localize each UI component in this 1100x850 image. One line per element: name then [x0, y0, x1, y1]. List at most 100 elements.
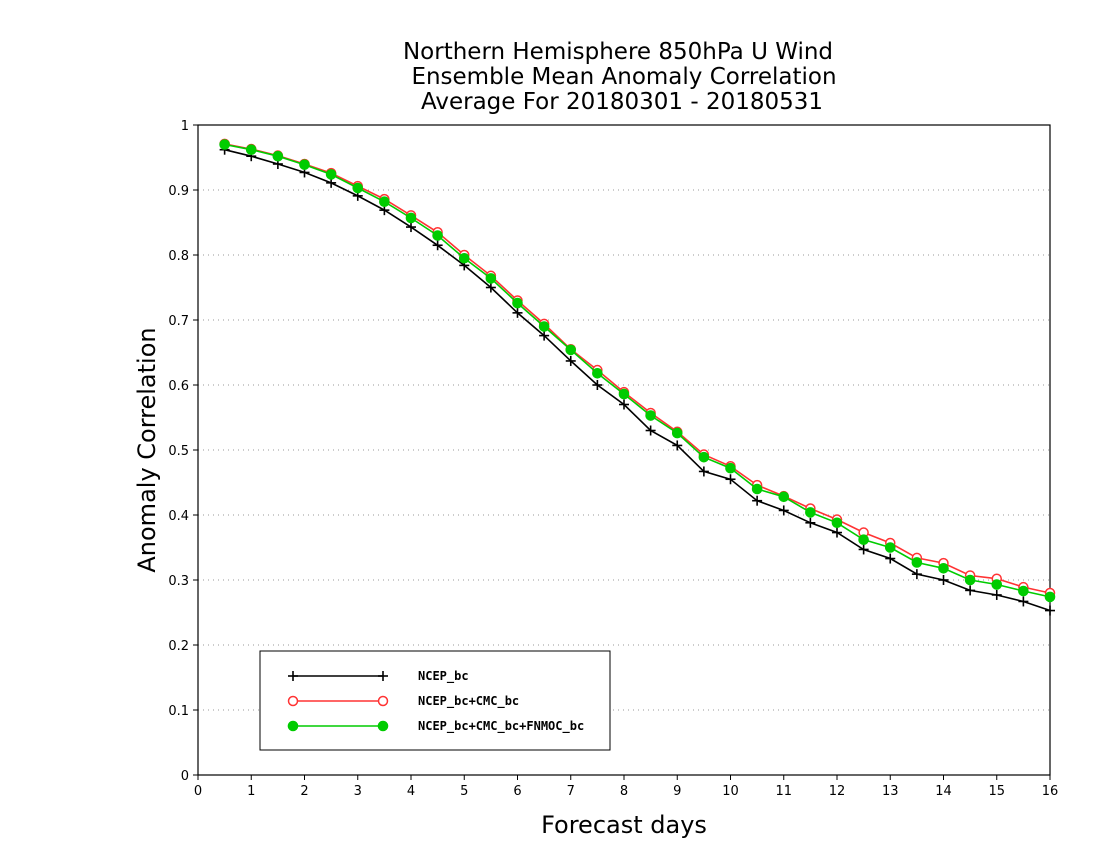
data-point: [672, 440, 683, 451]
x-tick-label: 11: [775, 784, 792, 799]
data-point: [884, 542, 896, 553]
data-point: [1045, 605, 1055, 616]
legend-marker: [287, 695, 299, 707]
data-point: [698, 466, 709, 477]
legend-item-2: NCEP_bc+CMC_bc+FNMOC_bc: [287, 719, 584, 734]
data-point: [299, 159, 310, 170]
y-tick-label: 0.3: [168, 574, 189, 589]
data-point: [592, 368, 603, 379]
x-tick-label: 8: [620, 784, 628, 799]
x-tick-label: 10: [722, 784, 739, 799]
x-tick-label: 9: [673, 784, 681, 799]
data-point: [938, 575, 949, 585]
y-tick-label: 0.9: [168, 184, 189, 199]
data-point: [911, 569, 922, 580]
legend-marker: [377, 695, 389, 707]
data-point: [964, 574, 976, 586]
data-point: [352, 182, 364, 194]
x-tick-label: 4: [407, 784, 415, 799]
x-axis: 0 1 2 3 4 5 6 7 8 9 10 11 12 13 14 15 16: [194, 775, 1058, 799]
data-point: [858, 544, 869, 555]
y-tick-label: 1: [181, 119, 189, 134]
data-point: [219, 139, 230, 150]
data-point: [565, 355, 576, 366]
data-point: [512, 297, 523, 309]
grid: [198, 189, 1050, 711]
y-tick-label: 0.4: [168, 509, 189, 524]
data-point: [991, 579, 1003, 590]
data-point: [778, 491, 790, 503]
data-point: [938, 563, 949, 574]
y-tick-label: 0.5: [168, 444, 189, 459]
data-point: [565, 344, 577, 356]
data-point: [911, 557, 923, 568]
data-point: [645, 410, 656, 421]
data-point: [752, 495, 763, 506]
y-tick-label: 0: [181, 769, 189, 784]
data-point: [432, 230, 443, 241]
series-line: [224, 143, 1051, 594]
y-tick-label: 0.8: [168, 249, 189, 264]
data-point: [432, 240, 443, 251]
legend-marker: [377, 720, 389, 732]
x-tick-label: 12: [829, 784, 846, 799]
legend: NCEP_bc NCEP_bc+CMC_bc NCEP_bc+CMC_bc+FNMO…: [259, 650, 611, 751]
title-line-1: Northern Hemisphere 850hPa U Wind: [403, 39, 833, 65]
data-point: [645, 425, 656, 436]
data-point: [485, 273, 497, 284]
data-point: [325, 169, 337, 180]
data-point: [619, 399, 629, 410]
series-line: [224, 148, 1051, 612]
y-axis: 0 0.1 0.2 0.3 0.4 0.5 0.6 0.7 0.8 0.9 1: [168, 119, 198, 784]
y-tick-label: 0.6: [168, 379, 189, 394]
x-axis-label: Forecast days: [541, 811, 707, 839]
series-layer: [219, 138, 1056, 616]
data-point: [831, 517, 843, 529]
data-point: [805, 507, 816, 518]
legend-item-0: NCEP_bc: [288, 669, 469, 684]
title-line-3: Average For 20180301 - 20180531: [421, 89, 823, 115]
data-point: [671, 427, 683, 439]
x-tick-label: 16: [1042, 784, 1059, 799]
data-point: [1018, 596, 1029, 607]
data-point: [245, 144, 257, 155]
data-point: [539, 330, 550, 341]
y-axis-label: Anomaly Correlation: [133, 327, 161, 572]
legend-marker: [287, 720, 299, 732]
x-tick-label: 14: [935, 784, 952, 799]
data-point: [592, 380, 603, 390]
x-tick-label: 5: [460, 784, 468, 799]
legend-label: NCEP_bc+CMC_bc: [418, 694, 519, 709]
legend-marker: [378, 671, 388, 681]
x-tick-label: 0: [194, 784, 202, 799]
data-point: [618, 388, 630, 400]
data-point: [538, 321, 550, 332]
data-point: [1018, 585, 1029, 597]
x-tick-label: 6: [513, 784, 521, 799]
data-point: [1044, 591, 1056, 603]
data-point: [725, 462, 736, 474]
data-point: [832, 527, 842, 538]
data-point: [272, 150, 284, 162]
title-line-2: Ensemble Mean Anomaly Correlation: [411, 64, 836, 90]
data-point: [805, 517, 816, 528]
data-point: [965, 585, 976, 596]
x-tick-label: 15: [988, 784, 1005, 799]
x-tick-label: 7: [567, 784, 575, 799]
x-tick-label: 3: [354, 784, 362, 799]
data-point: [406, 222, 416, 233]
legend-item-1: NCEP_bc+CMC_bc: [287, 694, 519, 709]
series-line: [224, 143, 1051, 598]
data-point: [858, 534, 869, 546]
data-point: [725, 474, 736, 485]
x-tick-label: 13: [882, 784, 899, 799]
data-point: [458, 252, 470, 264]
x-tick-label: 1: [247, 784, 255, 799]
series-2: [219, 139, 1056, 603]
y-tick-label: 0.2: [168, 639, 189, 654]
data-point: [379, 196, 390, 207]
data-point: [485, 282, 496, 293]
legend-marker: [288, 671, 298, 681]
data-point: [751, 483, 763, 495]
